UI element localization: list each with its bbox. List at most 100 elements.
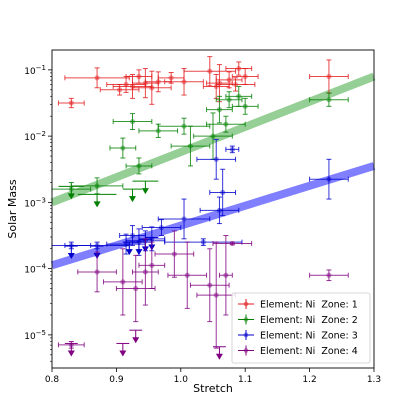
- data-point: [164, 238, 243, 246]
- data-marker: [210, 133, 216, 139]
- data-marker: [229, 240, 235, 247]
- data-point: [225, 61, 253, 76]
- legend-entry-zone-3: Element: Ni Zone: 3: [238, 330, 358, 342]
- data-marker: [181, 216, 187, 222]
- data-marker: [242, 103, 248, 109]
- data-marker: [326, 97, 332, 103]
- data-marker: [216, 207, 223, 213]
- data-marker: [226, 77, 232, 83]
- x-axis-label: Stretch: [193, 382, 233, 395]
- data-marker: [158, 224, 165, 231]
- x-tick-label: 1.1: [238, 375, 252, 385]
- data-marker: [236, 93, 242, 99]
- data-point: [199, 196, 240, 225]
- data-point: [167, 241, 208, 309]
- data-point: [157, 198, 211, 240]
- data-point: [170, 125, 211, 167]
- data-point: [215, 91, 243, 109]
- data-marker: [200, 239, 206, 245]
- data-marker: [326, 272, 332, 278]
- data-point: [109, 137, 137, 159]
- legend-entry-zone-4: Element: Ni Zone: 4: [238, 345, 358, 357]
- data-marker: [120, 145, 126, 151]
- y-tick-label: 10−1: [24, 64, 46, 77]
- data-point: [141, 219, 182, 236]
- trend-line-2: [50, 162, 376, 270]
- data-point: [309, 158, 349, 200]
- data-point: [215, 77, 256, 92]
- upper-limit: [77, 193, 117, 208]
- x-tick-label: 1.2: [302, 375, 316, 385]
- data-marker: [223, 121, 229, 127]
- x-tick-label: 1.0: [174, 375, 189, 385]
- data-marker: [94, 75, 100, 81]
- upper-limit-arrow: [67, 253, 75, 260]
- data-point: [103, 248, 143, 316]
- data-marker: [242, 73, 248, 80]
- data-point: [231, 68, 259, 85]
- legend-label: Element: Ni Zone: 1: [260, 300, 358, 311]
- data-marker: [129, 118, 136, 125]
- series-zone-2: [51, 85, 349, 208]
- x-tick-label: 0.8: [45, 375, 60, 385]
- data-marker: [326, 73, 332, 80]
- series-zone-1: [57, 56, 349, 109]
- data-marker: [207, 282, 213, 288]
- legend-entry-zone-1: Element: Ni Zone: 1: [238, 299, 358, 311]
- data-point: [196, 138, 237, 180]
- data-point: [132, 238, 159, 306]
- upper-limit: [213, 346, 226, 360]
- data-marker: [94, 269, 100, 275]
- data-point: [209, 168, 237, 217]
- upper-limit-arrow: [129, 196, 136, 203]
- upper-limit-arrow: [141, 188, 149, 195]
- data-marker: [142, 269, 148, 275]
- upper-limit: [132, 241, 146, 256]
- legend-label: Element: Ni Zone: 4: [260, 346, 358, 357]
- data-marker: [117, 87, 123, 93]
- data-point: [154, 230, 195, 278]
- data-marker: [171, 251, 177, 257]
- legend-marker: [243, 332, 249, 338]
- data-marker: [123, 81, 129, 88]
- data-point: [157, 117, 211, 135]
- data-marker: [236, 65, 242, 72]
- y-tick-label: 10−2: [24, 130, 46, 143]
- data-point: [125, 157, 153, 175]
- upper-limit-arrow: [119, 350, 127, 357]
- upper-limit-arrow: [67, 193, 75, 200]
- upper-limit-arrow: [93, 201, 101, 208]
- upper-limit-arrow: [132, 337, 140, 344]
- legend: Element: Ni Zone: 1 Element: Ni Zone: 2 El…: [231, 292, 371, 364]
- data-marker: [149, 85, 155, 91]
- legend-label: Element: Ni Zone: 3: [260, 331, 358, 342]
- data-marker: [220, 189, 226, 196]
- data-point: [70, 177, 124, 195]
- series-zone-4: [57, 230, 349, 360]
- upper-limit-arrow: [125, 249, 133, 256]
- data-point: [196, 241, 237, 349]
- data-point: [309, 269, 349, 282]
- upper-limit-arrow: [67, 350, 75, 357]
- legend-label: Element: Ni Zone: 2: [260, 315, 358, 326]
- data-marker: [68, 100, 74, 106]
- data-marker: [213, 292, 219, 298]
- data-marker: [155, 128, 161, 134]
- y-tick-label: 10−4: [24, 263, 46, 276]
- data-point: [57, 97, 85, 109]
- data-marker: [133, 285, 139, 292]
- data-point: [225, 85, 253, 107]
- data-point: [132, 70, 172, 105]
- data-marker: [232, 81, 239, 88]
- series-zone-3: [51, 138, 349, 260]
- data-point: [309, 92, 349, 107]
- upper-limit: [122, 188, 143, 203]
- data-marker: [223, 272, 229, 278]
- data-point: [206, 95, 233, 124]
- data-point: [231, 97, 259, 115]
- upper-limit-arrow: [215, 353, 223, 360]
- data-marker: [94, 242, 100, 249]
- data-point: [115, 254, 156, 323]
- data-marker: [326, 176, 332, 182]
